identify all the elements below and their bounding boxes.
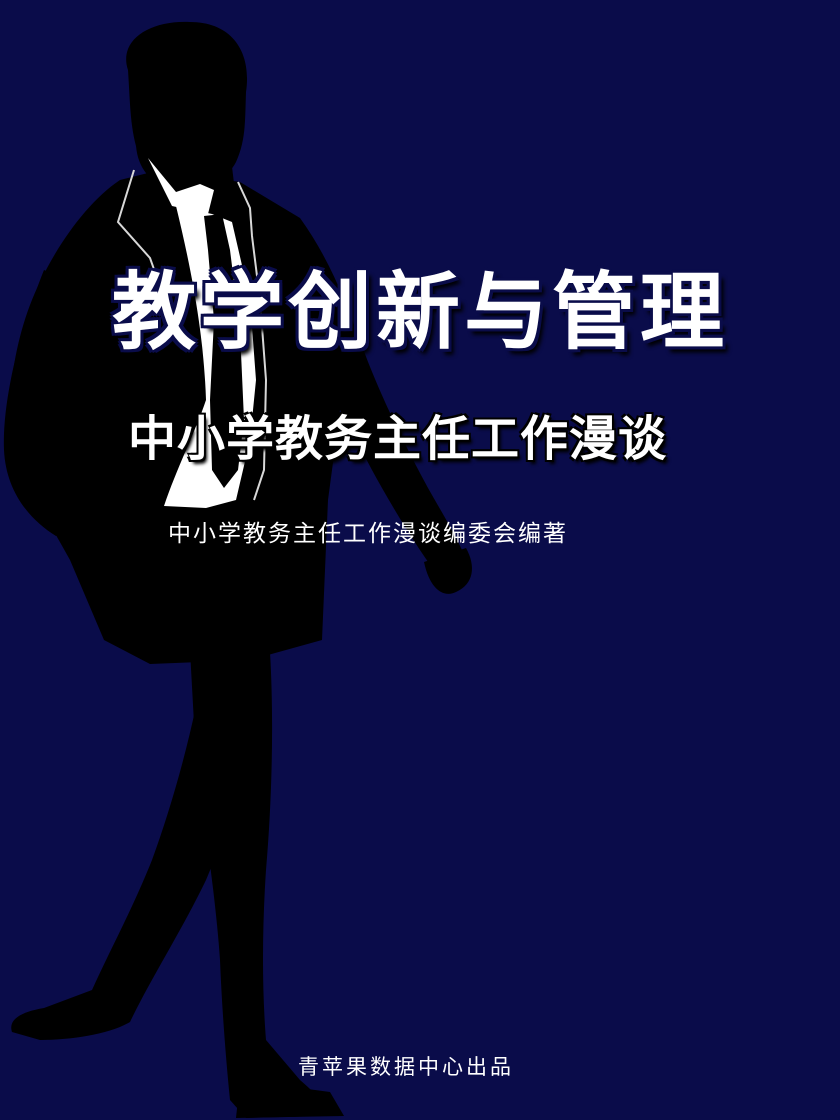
silhouette-left-arm — [3, 270, 92, 536]
silhouette-tie — [204, 214, 244, 488]
book-subtitle: 中小学教务主任工作漫谈 — [128, 411, 668, 467]
silhouette-shirt — [148, 158, 214, 214]
silhouette-back-leg — [190, 650, 325, 1118]
silhouette-lapel-right — [237, 181, 268, 501]
book-title: 教学创新与管理 — [111, 263, 728, 361]
silhouette-head — [126, 21, 248, 189]
silhouette-lapel-left — [116, 169, 173, 321]
book-publisher: 青苹果数据中心出品 — [298, 1055, 514, 1079]
silhouette-shoe — [236, 1080, 344, 1118]
silhouette-hand — [424, 548, 472, 594]
book-author: 中小学教务主任工作漫谈编委会编著 — [168, 521, 568, 547]
